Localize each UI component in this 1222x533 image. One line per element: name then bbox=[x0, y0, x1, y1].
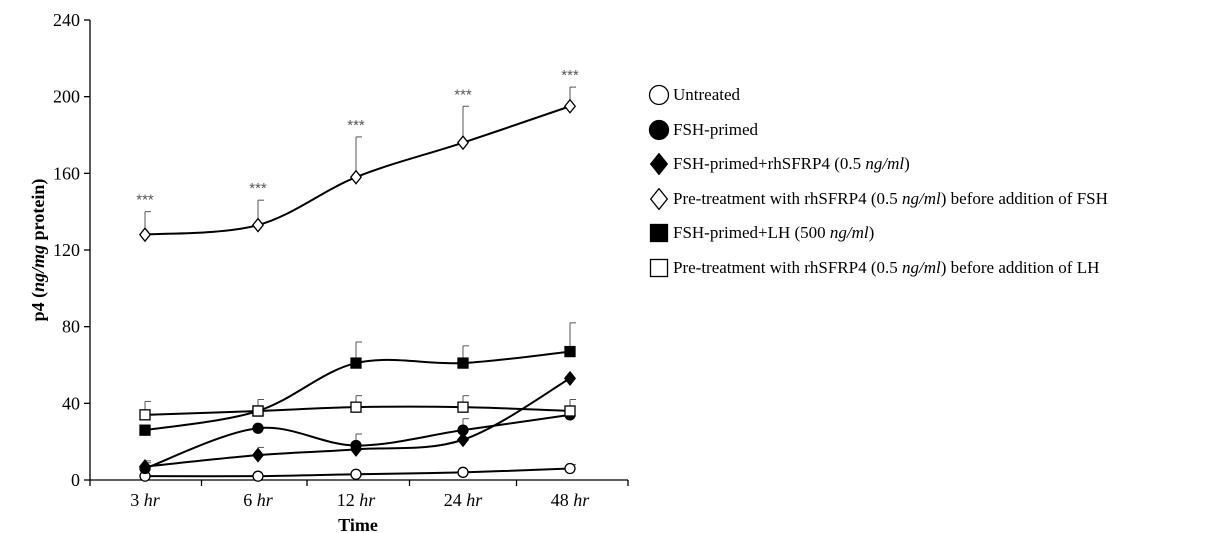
legend-label: Pre-treatment with rhSFRP4 (0.5 ng/ml) b… bbox=[673, 257, 1100, 277]
legend-item: FSH-primed+LH (500 ng/ml) bbox=[648, 216, 1108, 251]
data-point bbox=[563, 98, 577, 114]
legend-label: FSH-primed bbox=[673, 119, 758, 139]
legend-marker bbox=[648, 119, 670, 140]
series-4 bbox=[138, 86, 577, 243]
data-point bbox=[457, 466, 469, 478]
legend-item: Pre-treatment with rhSFRP4 (0.5 ng/ml) b… bbox=[648, 182, 1108, 217]
x-axis-title: Time bbox=[338, 515, 378, 533]
data-point bbox=[252, 405, 264, 417]
square-legend-icon bbox=[649, 258, 669, 277]
y-tick-label: 120 bbox=[53, 240, 80, 260]
significance-label: *** bbox=[347, 117, 365, 134]
data-point bbox=[564, 405, 576, 417]
diamond-legend-icon bbox=[649, 187, 669, 210]
circle-legend-icon bbox=[648, 85, 670, 106]
x-tick-label: 3 hr bbox=[130, 490, 161, 510]
data-point bbox=[563, 370, 577, 386]
legend-label: FSH-primed+rhSFRP4 (0.5 ng/ml) bbox=[673, 154, 910, 174]
diamond-legend-icon bbox=[649, 153, 669, 176]
data-point bbox=[251, 447, 265, 463]
x-tick-label: 48 hr bbox=[551, 490, 591, 510]
y-tick-label: 160 bbox=[53, 163, 80, 183]
data-point bbox=[350, 401, 362, 413]
data-point bbox=[139, 424, 151, 436]
circle-legend-icon bbox=[648, 119, 670, 140]
legend-label: Pre-treatment with rhSFRP4 (0.5 ng/ml) b… bbox=[673, 188, 1108, 208]
legend-marker bbox=[649, 187, 669, 210]
y-tick-label: 200 bbox=[53, 87, 80, 107]
series-3 bbox=[138, 370, 577, 475]
square-legend-icon bbox=[649, 224, 669, 243]
y-tick-label: 80 bbox=[62, 317, 80, 337]
y-tick-label: 240 bbox=[53, 10, 80, 30]
legend-label: FSH-primed+LH (500 ng/ml) bbox=[673, 223, 875, 243]
x-tick-label: 6 hr bbox=[243, 490, 274, 510]
series-2 bbox=[139, 409, 576, 475]
legend-marker bbox=[649, 258, 669, 277]
data-point bbox=[139, 409, 151, 421]
data-point bbox=[349, 169, 363, 185]
legend-item: Pre-treatment with rhSFRP4 (0.5 ng/ml) b… bbox=[648, 251, 1108, 286]
y-tick-label: 40 bbox=[62, 393, 80, 413]
data-point bbox=[138, 459, 152, 475]
series-1 bbox=[139, 462, 576, 482]
significance-label: *** bbox=[454, 86, 472, 103]
data-point bbox=[138, 227, 152, 243]
data-point bbox=[251, 217, 265, 233]
x-tick-label: 24 hr bbox=[444, 490, 484, 510]
line-chart: 0 40 80 120 160 200 240 3 hr 6 hr 12 hr 24 hr 48 hr… bbox=[28, 10, 629, 533]
legend-marker bbox=[649, 224, 669, 243]
significance-label: *** bbox=[561, 67, 579, 84]
data-point bbox=[350, 357, 362, 369]
data-point bbox=[456, 432, 470, 448]
data-point bbox=[252, 470, 264, 482]
data-point bbox=[564, 462, 576, 475]
legend-item: FSH-primed+rhSFRP4 (0.5 ng/ml) bbox=[648, 147, 1108, 182]
data-point bbox=[457, 401, 469, 413]
significance-label: *** bbox=[136, 192, 154, 209]
data-point bbox=[456, 135, 470, 151]
data-point bbox=[564, 345, 576, 358]
legend-marker bbox=[648, 85, 670, 106]
data-point bbox=[457, 357, 469, 369]
data-point bbox=[349, 441, 363, 457]
y-tick-label: 0 bbox=[71, 470, 80, 490]
data-point bbox=[350, 468, 362, 480]
series-6 bbox=[139, 395, 576, 421]
y-axis-title: p4 (ng/mg protein) bbox=[28, 179, 49, 322]
legend-marker bbox=[649, 153, 669, 176]
significance-label: *** bbox=[249, 180, 267, 197]
legend-label: Untreated bbox=[673, 85, 741, 105]
legend-item: FSH-primed bbox=[648, 113, 1108, 148]
legend-item: Untreated bbox=[648, 78, 1108, 113]
chart-legend: Untreated FSH-primed FSH-primed+rhSFRP4 (0… bbox=[648, 78, 1108, 285]
series-5 bbox=[139, 322, 576, 436]
data-point bbox=[252, 422, 264, 434]
x-tick-label: 12 hr bbox=[337, 490, 377, 510]
